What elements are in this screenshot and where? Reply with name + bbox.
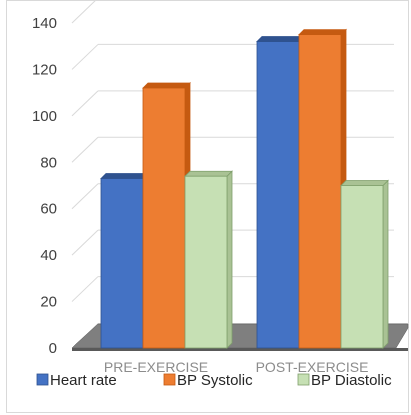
bar-side: [226, 170, 233, 349]
legend-swatch: [36, 373, 49, 386]
bar-top: [100, 173, 149, 179]
bar-front: [184, 175, 228, 349]
y-axis-ticks: 0 20 40 60 80 100 120 140: [32, 15, 57, 357]
gridline-diagonal: [71, 183, 99, 210]
gridline-diagonal: [71, 0, 97, 24]
bar-top: [184, 170, 233, 177]
x-category-label: POST-EXERCISE: [256, 359, 369, 375]
gridline-diagonal: [71, 229, 99, 256]
bar-side: [382, 179, 389, 349]
legend-label: Heart rate: [50, 372, 117, 389]
legend-label: BP Diastolic: [311, 372, 392, 389]
bar: [256, 35, 305, 349]
legend-item: BP Diastolic: [297, 372, 392, 389]
bar: [298, 28, 347, 349]
bar-top: [142, 82, 191, 89]
bar: [184, 170, 233, 349]
legend: Heart rate BP Systolic BP Diastolic: [36, 372, 392, 389]
y-tick-label: 120: [32, 61, 57, 78]
bar-front: [256, 41, 300, 349]
y-tick-label: 20: [40, 294, 57, 311]
bar-top: [256, 36, 305, 42]
legend-item: BP Systolic: [163, 372, 253, 389]
legend-swatch: [163, 373, 176, 386]
gridline-diagonal: [71, 44, 99, 70]
y-tick-label: 0: [49, 340, 57, 357]
legend-label: BP Systolic: [177, 372, 253, 389]
bar-top: [298, 29, 347, 36]
floor-edge: [72, 348, 408, 351]
gridline-diagonal: [71, 136, 99, 163]
bar-top: [340, 180, 389, 186]
legend-item: Heart rate: [36, 372, 117, 389]
bar: [340, 179, 389, 349]
y-tick-label: 40: [40, 247, 57, 264]
x-category-label: PRE-EXERCISE: [104, 359, 208, 375]
y-tick-label: 80: [40, 154, 57, 171]
gridline-diagonal: [71, 276, 99, 302]
bar-front: [142, 87, 186, 349]
y-tick-label: 60: [40, 201, 57, 218]
bar: [142, 82, 191, 349]
y-tick-label: 140: [32, 15, 57, 32]
bar-front: [100, 178, 144, 349]
bar-front: [340, 185, 384, 349]
bar: [100, 172, 149, 349]
y-tick-label: 100: [32, 108, 57, 125]
x-axis-categories: PRE-EXERCISE POST-EXERCISE: [104, 359, 369, 375]
bars: [100, 28, 389, 349]
gridline-diagonal: [71, 90, 99, 117]
bar-front: [298, 34, 342, 349]
legend-swatch: [297, 373, 310, 386]
